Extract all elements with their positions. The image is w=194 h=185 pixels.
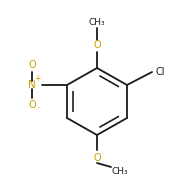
- Text: +: +: [34, 73, 40, 83]
- Text: Cl: Cl: [156, 67, 165, 77]
- Text: O: O: [93, 40, 101, 50]
- Text: O: O: [28, 100, 36, 110]
- Text: O: O: [93, 153, 101, 163]
- Text: CH₃: CH₃: [112, 167, 128, 176]
- Text: N: N: [28, 80, 36, 90]
- Text: ⁻: ⁻: [37, 105, 41, 114]
- Text: CH₃: CH₃: [89, 18, 105, 26]
- Text: O: O: [28, 60, 36, 70]
